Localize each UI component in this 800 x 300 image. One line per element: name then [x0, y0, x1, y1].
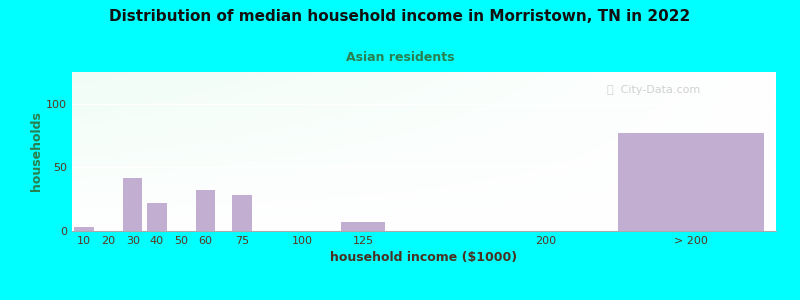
Bar — [618, 133, 764, 231]
Bar — [342, 222, 385, 231]
Text: Asian residents: Asian residents — [346, 51, 454, 64]
Text: Distribution of median household income in Morristown, TN in 2022: Distribution of median household income … — [110, 9, 690, 24]
Bar — [74, 227, 94, 231]
Bar — [232, 195, 252, 231]
Bar — [196, 190, 215, 231]
X-axis label: household income ($1000): household income ($1000) — [330, 251, 518, 264]
Text: ⓘ  City-Data.com: ⓘ City-Data.com — [607, 85, 700, 95]
Bar — [123, 178, 142, 231]
Y-axis label: households: households — [30, 112, 43, 191]
Bar — [147, 203, 166, 231]
